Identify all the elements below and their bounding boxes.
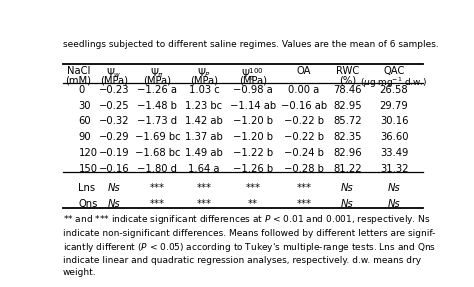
Text: −0.32: −0.32 <box>99 117 129 127</box>
Text: −1.73 d: −1.73 d <box>137 117 177 127</box>
Text: 60: 60 <box>79 117 91 127</box>
Text: Ns: Ns <box>108 183 120 193</box>
Text: −1.69 bc: −1.69 bc <box>135 132 180 142</box>
Text: 82.35: 82.35 <box>333 132 362 142</box>
Text: −0.24 b: −0.24 b <box>284 148 324 158</box>
Text: 36.60: 36.60 <box>380 132 408 142</box>
Text: −1.14 ab: −1.14 ab <box>230 100 276 110</box>
Text: 81.22: 81.22 <box>333 164 362 174</box>
Text: $\Psi_\pi$: $\Psi_\pi$ <box>150 67 164 80</box>
Text: (%): (%) <box>339 75 356 85</box>
Text: 29.79: 29.79 <box>380 100 409 110</box>
Text: ($\mu$g mg$^{-1}$ d.w.): ($\mu$g mg$^{-1}$ d.w.) <box>360 75 428 90</box>
Text: (mM): (mM) <box>65 75 91 85</box>
Text: −1.20 b: −1.20 b <box>233 117 273 127</box>
Text: (MPa): (MPa) <box>239 75 267 85</box>
Text: −0.22 b: −0.22 b <box>284 117 324 127</box>
Text: −0.29: −0.29 <box>99 132 129 142</box>
Text: −1.80 d: −1.80 d <box>137 164 177 174</box>
Text: ***: *** <box>197 199 211 209</box>
Text: 90: 90 <box>79 132 91 142</box>
Text: ** and *** indicate significant differences at $P$ < 0.01 and 0.001, respectivel: ** and *** indicate significant differen… <box>63 213 436 277</box>
Text: Qns: Qns <box>79 199 98 209</box>
Text: 1.64 a: 1.64 a <box>188 164 220 174</box>
Text: −0.22 b: −0.22 b <box>284 132 324 142</box>
Text: −1.68 bc: −1.68 bc <box>135 148 180 158</box>
Text: 26.58: 26.58 <box>380 85 408 95</box>
Text: (MPa): (MPa) <box>100 75 128 85</box>
Text: 31.32: 31.32 <box>380 164 408 174</box>
Text: 85.72: 85.72 <box>333 117 362 127</box>
Text: −0.16 ab: −0.16 ab <box>281 100 327 110</box>
Text: Ns: Ns <box>341 183 354 193</box>
Text: 33.49: 33.49 <box>380 148 408 158</box>
Text: Lns: Lns <box>79 183 96 193</box>
Text: Ns: Ns <box>341 199 354 209</box>
Text: (MPa): (MPa) <box>143 75 172 85</box>
Text: Ns: Ns <box>388 183 401 193</box>
Text: −0.23: −0.23 <box>99 85 129 95</box>
Text: 1.23 bc: 1.23 bc <box>185 100 223 110</box>
Text: −0.16: −0.16 <box>99 164 129 174</box>
Text: 150: 150 <box>79 164 98 174</box>
Text: (MPa): (MPa) <box>190 75 218 85</box>
Text: ***: *** <box>197 183 211 193</box>
Text: −1.26 a: −1.26 a <box>137 85 177 95</box>
Text: −0.19: −0.19 <box>99 148 129 158</box>
Text: ***: *** <box>246 183 260 193</box>
Text: RWC: RWC <box>336 67 359 76</box>
Text: 1.42 ab: 1.42 ab <box>185 117 223 127</box>
Text: −0.98 a: −0.98 a <box>233 85 273 95</box>
Text: **: ** <box>248 199 258 209</box>
Text: $\Psi_P$: $\Psi_P$ <box>197 67 211 80</box>
Text: −1.26 b: −1.26 b <box>233 164 273 174</box>
Text: 1.03 c: 1.03 c <box>189 85 219 95</box>
Text: Ns: Ns <box>108 199 120 209</box>
Text: ***: *** <box>297 199 311 209</box>
Text: 0.00 a: 0.00 a <box>288 85 319 95</box>
Text: Ns: Ns <box>388 199 401 209</box>
Text: ***: *** <box>150 199 165 209</box>
Text: −0.28 b: −0.28 b <box>284 164 324 174</box>
Text: 1.37 ab: 1.37 ab <box>185 132 223 142</box>
Text: $\Psi_w$: $\Psi_w$ <box>106 67 122 80</box>
Text: seedlings subjected to different saline regimes. Values are the mean of 6 sample: seedlings subjected to different saline … <box>63 40 438 49</box>
Text: −1.20 b: −1.20 b <box>233 132 273 142</box>
Text: 78.46: 78.46 <box>333 85 362 95</box>
Text: 30: 30 <box>79 100 91 110</box>
Text: −1.48 b: −1.48 b <box>137 100 177 110</box>
Text: ***: *** <box>297 183 311 193</box>
Text: 1.49 ab: 1.49 ab <box>185 148 223 158</box>
Text: 82.96: 82.96 <box>333 148 362 158</box>
Text: OA: OA <box>297 67 311 76</box>
Text: 30.16: 30.16 <box>380 117 408 127</box>
Text: NaCl: NaCl <box>67 67 90 76</box>
Text: 82.95: 82.95 <box>333 100 362 110</box>
Text: −0.25: −0.25 <box>99 100 129 110</box>
Text: QAC: QAC <box>383 67 405 76</box>
Text: 0: 0 <box>79 85 85 95</box>
Text: −1.22 b: −1.22 b <box>233 148 273 158</box>
Text: $\Psi_\pi^{100}$: $\Psi_\pi^{100}$ <box>241 67 264 83</box>
Text: 120: 120 <box>79 148 98 158</box>
Text: ***: *** <box>150 183 165 193</box>
